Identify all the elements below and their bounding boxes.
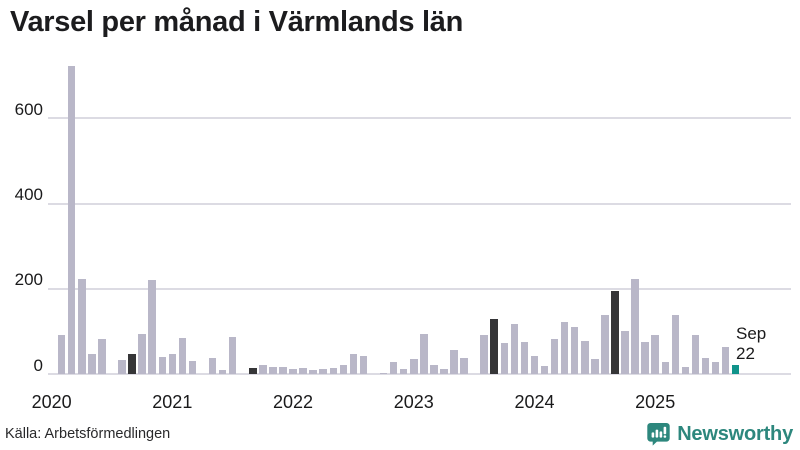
bar-2025-03 <box>671 315 680 374</box>
bar-2024-05 <box>570 326 579 374</box>
y-axis-tick-400: 400 <box>14 185 43 205</box>
bar-2023-08 <box>480 335 488 374</box>
bar-2022-04 <box>319 368 327 374</box>
bar-2023-01 <box>410 359 418 374</box>
bar-2021-02 <box>178 338 187 374</box>
bar-2023-03 <box>430 365 438 374</box>
bar-2024-06 <box>581 340 589 374</box>
bar-2021-06 <box>218 369 227 374</box>
bar-2020-03 <box>67 66 76 374</box>
x-axis-tick-2020: 2020 <box>31 392 72 412</box>
newsworthy-logo-text: Newsworthy <box>677 422 793 445</box>
bar-2020-09 <box>128 354 136 374</box>
bar-2023-06 <box>460 357 468 374</box>
bar-2024-11 <box>631 279 639 374</box>
bar-2023-10 <box>500 342 509 374</box>
x-axis-tick-2025: 2025 <box>635 392 676 412</box>
gridline-y-0 <box>48 373 791 375</box>
gridline-y-600 <box>48 117 791 120</box>
bar-2024-01 <box>530 356 539 374</box>
newsworthy-logo-icon <box>647 423 670 446</box>
bar-2020-02 <box>57 334 66 374</box>
bar-2022-08 <box>359 356 368 374</box>
bar-2024-10 <box>621 331 629 374</box>
bar-2020-12 <box>158 356 166 374</box>
x-axis-tick-2023: 2023 <box>393 392 434 412</box>
bar-2022-05 <box>329 368 338 374</box>
bar-2021-09 <box>249 368 257 374</box>
gridline-y-400 <box>48 202 791 205</box>
bar-2021-05 <box>208 357 217 374</box>
bar-2022-02 <box>299 368 307 374</box>
bar-2023-04 <box>440 369 448 374</box>
x-axis-tick-2022: 2022 <box>273 392 314 412</box>
bar-2022-11 <box>389 361 398 374</box>
source-attribution: Källa: Arbetsförmedlingen <box>5 426 171 442</box>
bar-2025-06 <box>701 358 710 374</box>
annotation-month-label: Sep <box>736 324 767 343</box>
bar-2024-04 <box>560 321 569 374</box>
bar-2024-08 <box>601 314 609 374</box>
bar-2022-10 <box>379 372 388 374</box>
bar-2024-02 <box>540 366 549 374</box>
bar-2022-12 <box>399 369 408 374</box>
bar-2020-10 <box>138 333 146 374</box>
annotation-value-label: 22 <box>736 343 755 363</box>
bar-2022-01 <box>289 368 297 374</box>
bar-2024-12 <box>641 341 649 374</box>
x-axis-tick-2024: 2024 <box>514 392 555 412</box>
bar-2020-08 <box>118 359 126 374</box>
bar-2021-12 <box>279 366 287 374</box>
bar-2024-09 <box>611 290 619 374</box>
bar-2023-11 <box>510 324 519 374</box>
bar-2025-01 <box>651 334 659 374</box>
bar-2020-05 <box>88 353 96 374</box>
bar-2022-03 <box>309 370 317 374</box>
gridline-y-200 <box>48 287 791 290</box>
bar-2023-12 <box>520 341 529 374</box>
bar-2025-04 <box>681 366 690 374</box>
x-axis-tick-2021: 2021 <box>152 392 193 412</box>
latest-value-annotation: Sep 22 <box>736 324 766 363</box>
bar-2021-07 <box>228 337 237 374</box>
bar-2025-05 <box>691 334 700 374</box>
bar-2025-09 <box>731 364 740 374</box>
bar-2023-05 <box>450 350 458 374</box>
bar-2023-09 <box>490 319 498 374</box>
y-axis-tick-600: 600 <box>14 99 43 119</box>
bar-2022-07 <box>349 353 358 374</box>
bar-2024-03 <box>550 339 559 374</box>
bar-2021-10 <box>259 364 267 374</box>
bar-2021-11 <box>269 366 277 374</box>
bar-2023-02 <box>420 333 428 374</box>
y-axis-tick-0: 0 <box>33 355 43 375</box>
bar-2025-07 <box>711 362 720 374</box>
bar-2024-07 <box>591 359 599 374</box>
bar-2025-02 <box>661 361 669 374</box>
chart-title: Varsel per månad i Värmlands län <box>10 6 463 38</box>
bar-2020-11 <box>148 280 156 374</box>
bar-2020-06 <box>98 339 106 374</box>
bar-2022-06 <box>339 365 348 374</box>
bar-2021-03 <box>188 361 197 374</box>
bar-2021-01 <box>168 353 177 374</box>
y-axis-tick-200: 200 <box>14 270 43 290</box>
bar-2025-08 <box>721 346 730 374</box>
newsworthy-logo[interactable]: Newsworthy <box>646 421 793 447</box>
bar-2020-04 <box>78 278 86 374</box>
